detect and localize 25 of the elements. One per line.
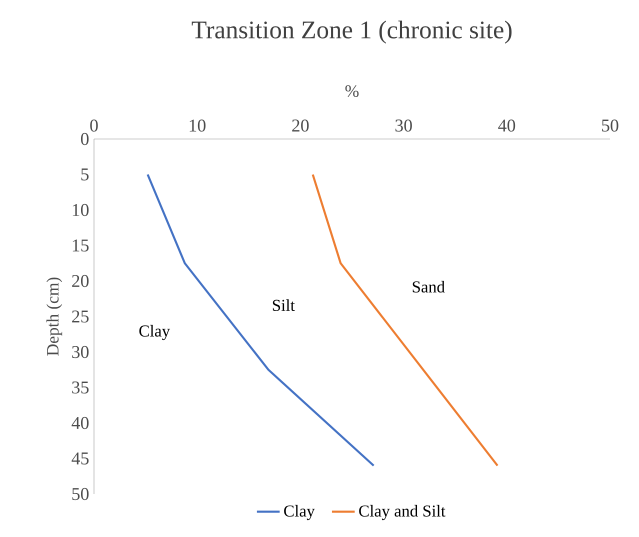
legend-label: Clay bbox=[284, 504, 315, 520]
chart-title: Transition Zone 1 (chronic site) bbox=[192, 20, 512, 44]
legend-label: Clay and Silt bbox=[359, 504, 446, 520]
y-tick-label: 50 bbox=[72, 488, 89, 500]
y-tick-label: 35 bbox=[72, 381, 89, 394]
y-tick-label: 45 bbox=[72, 452, 89, 465]
x-tick-label: 10 bbox=[190, 119, 206, 132]
y-tick-label: 30 bbox=[72, 346, 89, 358]
y-tick-label: 25 bbox=[72, 310, 89, 323]
y-tick-label: 40 bbox=[72, 416, 89, 430]
x-tick-label: 0 bbox=[90, 119, 98, 132]
annotation: Silt bbox=[272, 299, 295, 312]
x-tick-label: 40 bbox=[498, 119, 516, 132]
y-tick-label: 0 bbox=[80, 132, 89, 146]
x-tick-label: 30 bbox=[395, 119, 412, 132]
annotation: Clay bbox=[139, 324, 170, 340]
annotation: Sand bbox=[412, 280, 445, 293]
y-axis-title: Depth (cm) bbox=[46, 278, 62, 356]
x-tick-label: 20 bbox=[292, 119, 309, 132]
y-tick-label: 5 bbox=[81, 168, 89, 180]
y-tick-label: 10 bbox=[72, 204, 89, 216]
y-tick-label: 20 bbox=[72, 274, 89, 288]
y-tick-label: 15 bbox=[72, 239, 89, 252]
x-tick-label: 50 bbox=[602, 119, 618, 132]
x-axis-title: % bbox=[345, 85, 359, 97]
